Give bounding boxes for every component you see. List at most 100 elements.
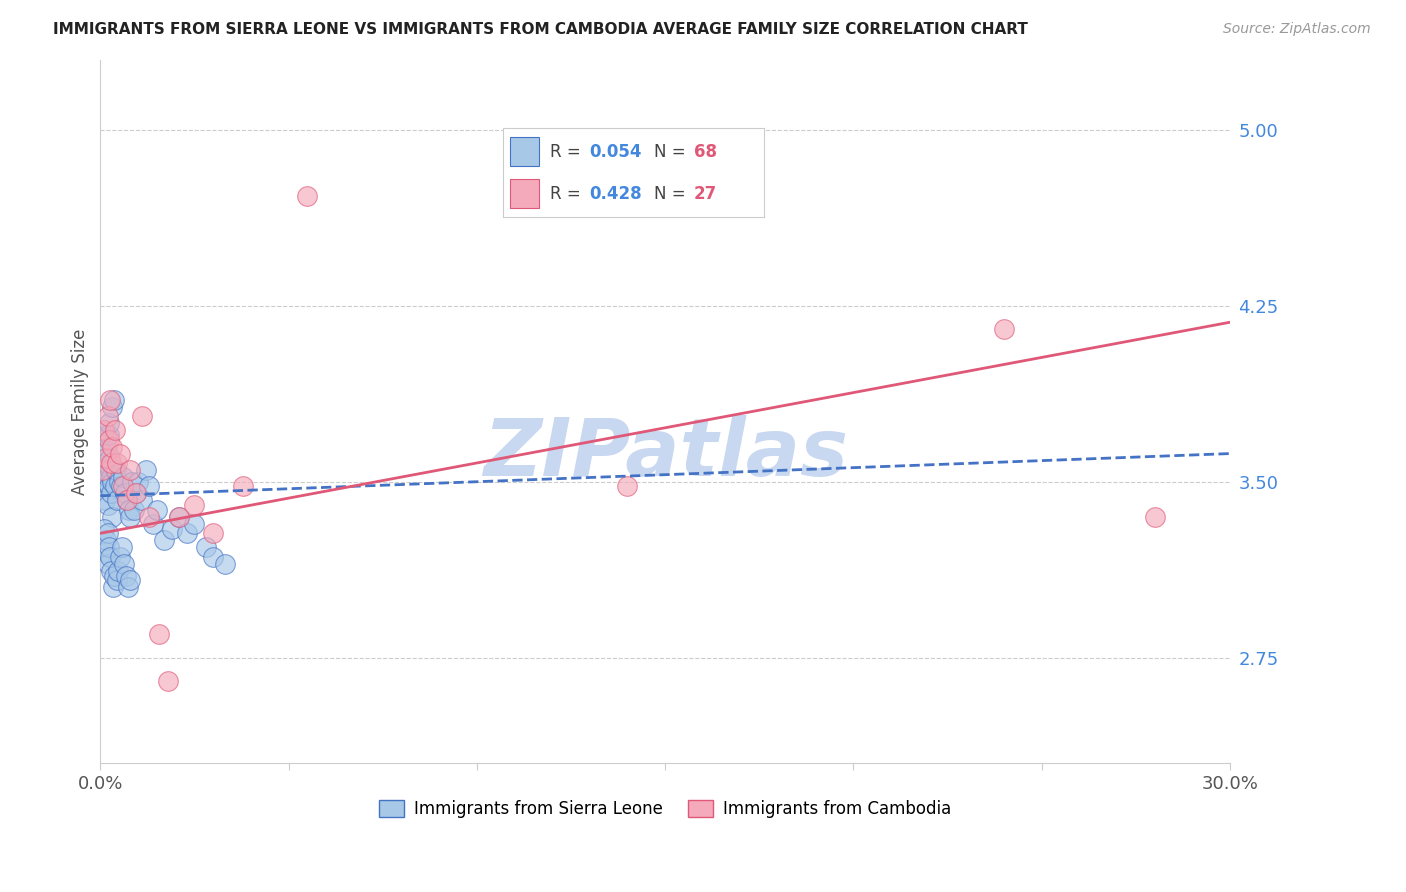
Point xyxy=(138,479,160,493)
Point xyxy=(98,479,121,493)
Point xyxy=(160,522,183,536)
Point xyxy=(94,451,117,466)
Point xyxy=(125,486,148,500)
Point xyxy=(93,522,115,536)
Point xyxy=(100,509,122,524)
Text: IMMIGRANTS FROM SIERRA LEONE VS IMMIGRANTS FROM CAMBODIA AVERAGE FAMILY SIZE COR: IMMIGRANTS FROM SIERRA LEONE VS IMMIGRAN… xyxy=(53,22,1028,37)
Point xyxy=(97,557,120,571)
Point xyxy=(118,573,141,587)
Point xyxy=(105,493,128,508)
Point xyxy=(131,409,153,423)
Point xyxy=(103,568,125,582)
Point xyxy=(100,470,122,484)
Point xyxy=(183,498,205,512)
Text: ZIPatlas: ZIPatlas xyxy=(482,415,848,492)
Point xyxy=(125,486,148,500)
Point xyxy=(202,549,225,564)
Point xyxy=(183,516,205,531)
Text: 0.054: 0.054 xyxy=(589,143,641,161)
Point xyxy=(93,479,115,493)
Point xyxy=(91,475,114,489)
Point xyxy=(114,486,136,500)
Legend: Immigrants from Sierra Leone, Immigrants from Cambodia: Immigrants from Sierra Leone, Immigrants… xyxy=(373,794,957,825)
Point xyxy=(96,475,118,489)
Point xyxy=(115,493,138,508)
Text: 27: 27 xyxy=(693,185,717,202)
Point xyxy=(993,322,1015,336)
Point xyxy=(616,479,638,493)
Point xyxy=(98,451,121,466)
Y-axis label: Average Family Size: Average Family Size xyxy=(72,328,89,494)
Point xyxy=(104,479,127,493)
Point xyxy=(100,564,122,578)
Point xyxy=(110,549,132,564)
Point xyxy=(97,433,120,447)
Point xyxy=(112,557,135,571)
Point xyxy=(142,516,165,531)
Point xyxy=(108,475,131,489)
Text: R =: R = xyxy=(550,143,586,161)
Text: 0.428: 0.428 xyxy=(589,185,641,202)
Point xyxy=(97,427,120,442)
Text: R =: R = xyxy=(550,185,586,202)
Point xyxy=(169,509,191,524)
Point xyxy=(91,463,114,477)
Text: N =: N = xyxy=(654,143,692,161)
Point xyxy=(96,533,118,548)
Point xyxy=(108,446,131,460)
Point xyxy=(111,479,134,493)
Point xyxy=(100,486,122,500)
Point xyxy=(122,503,145,517)
Point xyxy=(105,456,128,470)
Point xyxy=(120,463,142,477)
Point xyxy=(105,463,128,477)
Text: Source: ZipAtlas.com: Source: ZipAtlas.com xyxy=(1223,22,1371,37)
Point xyxy=(138,509,160,524)
Point xyxy=(214,557,236,571)
Point xyxy=(101,580,124,594)
Point xyxy=(94,456,117,470)
Point xyxy=(297,188,319,202)
Point xyxy=(146,503,169,517)
Point xyxy=(100,475,122,489)
FancyBboxPatch shape xyxy=(510,137,540,166)
Point xyxy=(97,470,120,484)
Point xyxy=(131,493,153,508)
Point xyxy=(117,580,139,594)
Point xyxy=(101,400,124,414)
Point xyxy=(121,475,143,489)
Point xyxy=(1143,509,1166,524)
Point xyxy=(104,463,127,477)
Point xyxy=(98,463,121,477)
Point xyxy=(94,493,117,508)
Point xyxy=(96,526,118,541)
Point xyxy=(98,541,121,555)
Point xyxy=(98,392,121,407)
Point xyxy=(110,479,132,493)
Point xyxy=(105,573,128,587)
Point xyxy=(120,509,142,524)
Point xyxy=(127,475,149,489)
Point xyxy=(111,470,134,484)
Point xyxy=(97,498,120,512)
Point xyxy=(148,627,170,641)
Text: N =: N = xyxy=(654,185,692,202)
Point xyxy=(94,427,117,442)
FancyBboxPatch shape xyxy=(510,179,540,208)
Point xyxy=(117,503,139,517)
Point xyxy=(97,416,120,430)
Text: 68: 68 xyxy=(693,143,717,161)
Point xyxy=(96,440,118,454)
Point xyxy=(169,509,191,524)
Point xyxy=(111,541,134,555)
Point xyxy=(104,423,127,437)
Point xyxy=(194,541,217,555)
Point xyxy=(97,409,120,423)
Point xyxy=(100,456,122,470)
Point xyxy=(103,392,125,407)
Point xyxy=(232,479,254,493)
Point xyxy=(94,545,117,559)
Point xyxy=(101,440,124,454)
Point xyxy=(202,526,225,541)
Point xyxy=(153,533,176,548)
